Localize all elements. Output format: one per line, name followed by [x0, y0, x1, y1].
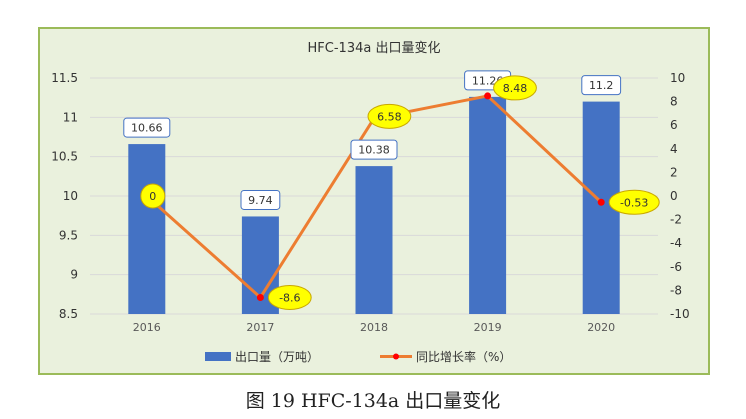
line-data-label-bubble	[493, 75, 537, 101]
line-data-label-bubble	[140, 183, 166, 209]
y-left-tick-label: 8.5	[59, 307, 78, 321]
bar-data-label: 10.66	[131, 122, 163, 135]
y-right-tick-label: -10	[670, 307, 690, 321]
legend-swatch-marker	[393, 353, 399, 360]
left-axis: 8.5 9 9.5 10 10.5 11 11.5	[51, 71, 78, 321]
y-left-tick-label: 9.5	[59, 228, 78, 242]
line-data-label-bubble	[267, 284, 312, 310]
figure-caption: 图 19 HFC-134a 出口量变化	[245, 390, 501, 412]
y-right-tick-label: 4	[670, 142, 678, 156]
bar-data-label-box	[581, 75, 622, 96]
y-right-tick-label: 10	[670, 71, 685, 85]
bar-data-label: 10.38	[358, 144, 390, 157]
bar-data-label-box	[123, 117, 171, 138]
line-data-label-bubble	[367, 103, 412, 129]
x-axis: 2016 2017 2018 2019 2020	[133, 321, 615, 334]
bar	[355, 166, 393, 314]
line-data-label: 6.58	[377, 110, 402, 123]
line-data-label: 0	[149, 190, 156, 203]
y-left-tick-label: 11.5	[51, 71, 78, 85]
legend: 出口量（万吨） 同比增长率（%）	[205, 349, 511, 364]
y-right-tick-label: 2	[670, 165, 678, 179]
y-right-tick-label: -6	[670, 260, 682, 274]
bar-data-label-box	[240, 189, 281, 210]
line-point	[597, 198, 605, 206]
y-right-tick-label: 8	[670, 95, 678, 109]
bars-layer	[128, 96, 620, 314]
right-axis: -10 -8 -6 -4 -2 0 2 4 6 8 10	[670, 71, 690, 321]
x-tick-label: 2017	[246, 321, 274, 334]
y-left-tick-label: 10	[63, 189, 78, 203]
x-tick-label: 2018	[360, 321, 388, 334]
line-data-label-bubble	[608, 189, 660, 215]
y-right-tick-label: -4	[670, 236, 682, 250]
line-point	[256, 293, 264, 301]
x-tick-label: 2016	[133, 321, 161, 334]
legend-label-bar: 出口量（万吨）	[235, 350, 319, 364]
line-data-label: 8.48	[503, 82, 528, 95]
y-left-tick-label: 11	[63, 110, 78, 124]
y-left-tick-label: 10.5	[51, 150, 78, 164]
y-right-tick-label: 0	[670, 189, 678, 203]
y-right-tick-label: -2	[670, 213, 682, 227]
bar-data-label: 9.74	[248, 194, 273, 207]
bar-data-label: 11.2	[589, 79, 614, 92]
bar	[469, 96, 507, 314]
y-right-tick-label: -8	[670, 283, 682, 297]
line-point	[484, 92, 492, 100]
line-data-label: -8.6	[279, 291, 300, 304]
x-tick-label: 2020	[587, 321, 615, 334]
line-data-label: -0.53	[620, 196, 648, 209]
bar	[128, 144, 166, 314]
legend-label-line: 同比增长率（%）	[416, 349, 511, 364]
legend-swatch-bar	[205, 352, 231, 361]
chart-title: HFC-134a 出口量变化	[308, 40, 441, 56]
bar-data-label-box	[350, 139, 398, 160]
x-tick-label: 2019	[474, 321, 502, 334]
y-left-tick-label: 9	[70, 268, 78, 282]
y-right-tick-label: 6	[670, 118, 678, 132]
